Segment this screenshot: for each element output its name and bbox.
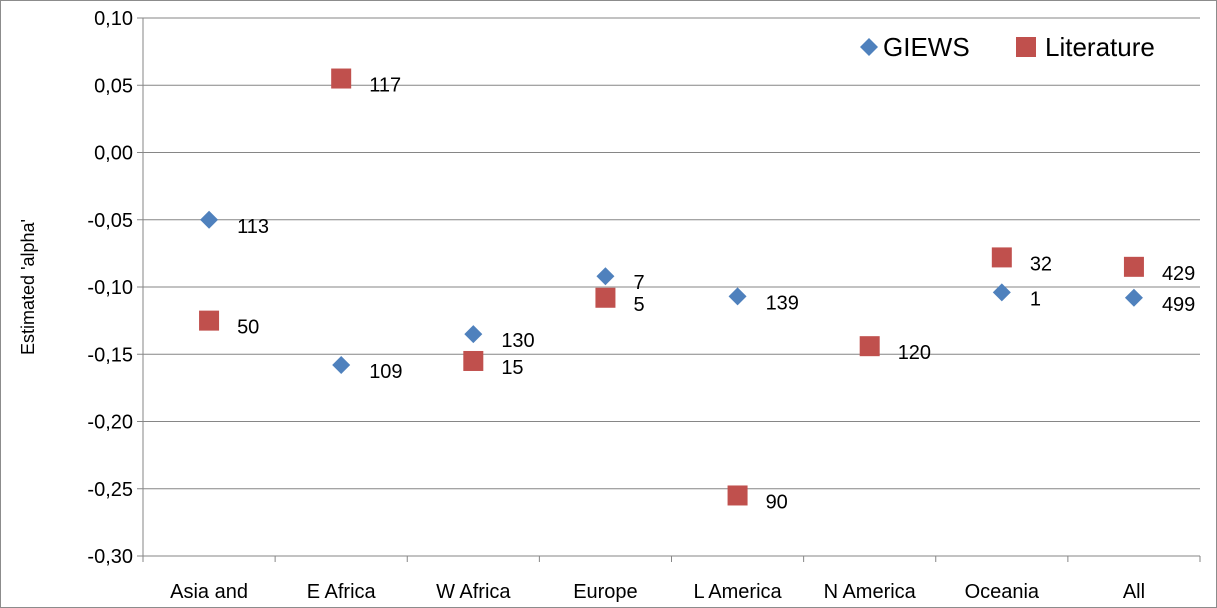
x-tick-label: W Africa — [436, 581, 511, 603]
data-points: 113 109 130 7 139 1 499 50 117 15 5 90 120 32 429 — [199, 68, 1195, 513]
giews-point — [332, 356, 351, 375]
y-tick-label: -0,10 — [87, 277, 133, 299]
literature-point — [199, 310, 220, 331]
data-label: 50 — [237, 317, 259, 339]
giews-point — [1124, 288, 1143, 307]
legend-giews-label: GIEWS — [883, 32, 970, 62]
giews-point — [200, 210, 219, 229]
legend-literature-marker — [1016, 37, 1036, 57]
data-label: 109 — [369, 361, 402, 383]
y-tick-label: -0,30 — [87, 546, 133, 568]
literature-point — [991, 247, 1012, 268]
y-tick-label: -0,05 — [87, 210, 133, 232]
y-tick-label: -0,20 — [87, 412, 133, 434]
literature-point — [331, 68, 352, 89]
data-label: 130 — [501, 330, 534, 352]
literature-point — [859, 336, 880, 357]
x-tick-label: N America — [824, 581, 917, 603]
gridlines — [137, 17, 1200, 557]
legend-giews-marker — [860, 38, 878, 56]
y-axis-title: Estimated 'alpha' — [18, 219, 38, 355]
giews-point — [992, 283, 1011, 302]
legend: GIEWS Literature — [860, 32, 1155, 62]
data-label: 5 — [633, 294, 644, 316]
x-tick-label: Europe — [573, 581, 638, 603]
y-tick-label: 0,10 — [94, 8, 133, 30]
giews-point — [464, 325, 483, 344]
x-tick-label: Asia and — [170, 581, 248, 603]
y-tick-label: -0,25 — [87, 479, 133, 501]
x-tick-labels: Asia and E Africa W Africa Europe L America N… — [142, 556, 1201, 603]
data-label: 7 — [633, 272, 644, 294]
legend-literature-label: Literature — [1045, 32, 1155, 62]
data-label: 90 — [766, 491, 788, 513]
data-label: 15 — [501, 357, 523, 379]
data-label: 499 — [1162, 294, 1195, 316]
literature-point — [1123, 256, 1144, 277]
literature-point — [727, 485, 748, 506]
y-tick-label: 0,00 — [94, 143, 133, 165]
giews-point — [728, 287, 747, 306]
literature-point — [463, 350, 484, 371]
y-tick-label: -0,15 — [87, 344, 133, 366]
giews-point — [596, 267, 615, 286]
x-tick-label: E Africa — [307, 581, 377, 603]
data-label: 113 — [237, 216, 269, 238]
data-label: 429 — [1162, 263, 1195, 285]
data-label: 117 — [369, 75, 401, 97]
x-tick-label: L America — [693, 581, 782, 603]
y-tick-labels: 0,10 0,05 0,00 -0,05 -0,10 -0,15 -0,20 -0,25 -0,… — [87, 8, 133, 568]
x-tick-label: All — [1123, 581, 1145, 603]
data-label: 139 — [766, 292, 799, 314]
data-label: 1 — [1030, 288, 1041, 310]
y-tick-label: 0,05 — [94, 75, 133, 97]
data-label: 32 — [1030, 253, 1052, 275]
x-tick-label: Oceania — [965, 581, 1040, 603]
data-label: 120 — [898, 342, 931, 364]
literature-point — [595, 287, 616, 308]
